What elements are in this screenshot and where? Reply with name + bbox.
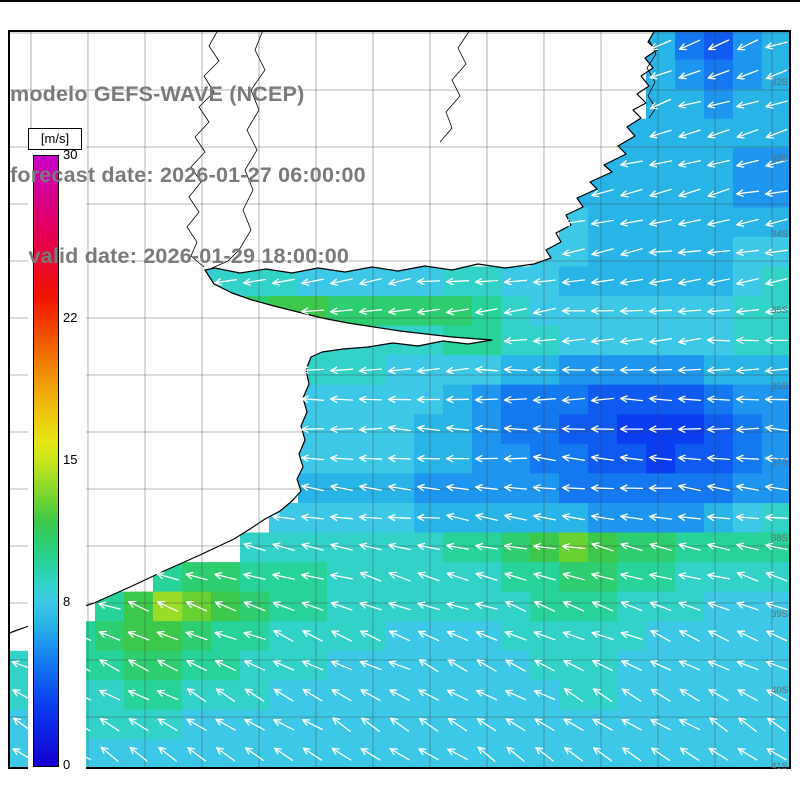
lat-label: 33S	[771, 153, 788, 164]
lat-label: 41S	[771, 761, 788, 772]
top-rule	[0, 0, 800, 2]
model-title: modelo GEFS-WAVE (NCEP)	[10, 82, 305, 106]
colorbar-tick: 0	[63, 757, 71, 772]
colorbar-gradient	[33, 155, 59, 767]
river-line	[211, 30, 266, 269]
lat-label: 36S	[771, 381, 788, 392]
lat-label: 37S	[771, 457, 788, 468]
lat-label: 35S	[771, 305, 788, 316]
lat-label: 34S	[771, 229, 788, 240]
title-block: modelo GEFS-WAVE (NCEP) forecast date: 2…	[10, 27, 366, 324]
river-line	[439, 30, 471, 143]
colorbar-tick: 30	[63, 147, 78, 162]
colorbar-tick: 15	[63, 452, 78, 467]
valid-date-line: valid date: 2026-01-29 18:00:00	[10, 244, 350, 268]
lat-label: 38S	[771, 533, 788, 544]
lat-label: 39S	[771, 609, 788, 620]
map-border	[8, 30, 791, 769]
colorbar-unit-label: [m/s]	[28, 128, 82, 150]
colorbar-tick: 22	[63, 309, 78, 325]
colorbar-tick: 8	[63, 594, 71, 610]
forecast-date-line: forecast date: 2026-01-27 06:00:00	[10, 163, 366, 187]
coastline	[8, 30, 658, 635]
lat-label: 32S	[771, 77, 788, 88]
lat-label: 40S	[771, 685, 788, 696]
colorbar: [m/s] 30 22 15 8 0	[28, 128, 86, 778]
land-layer	[8, 30, 658, 635]
latitude-labels: 32S 33S 34S 35S 36S 37S 38S 39S 40S 41S	[771, 77, 788, 772]
wind-direction-arrows	[11, 39, 789, 762]
river-line	[186, 30, 220, 268]
